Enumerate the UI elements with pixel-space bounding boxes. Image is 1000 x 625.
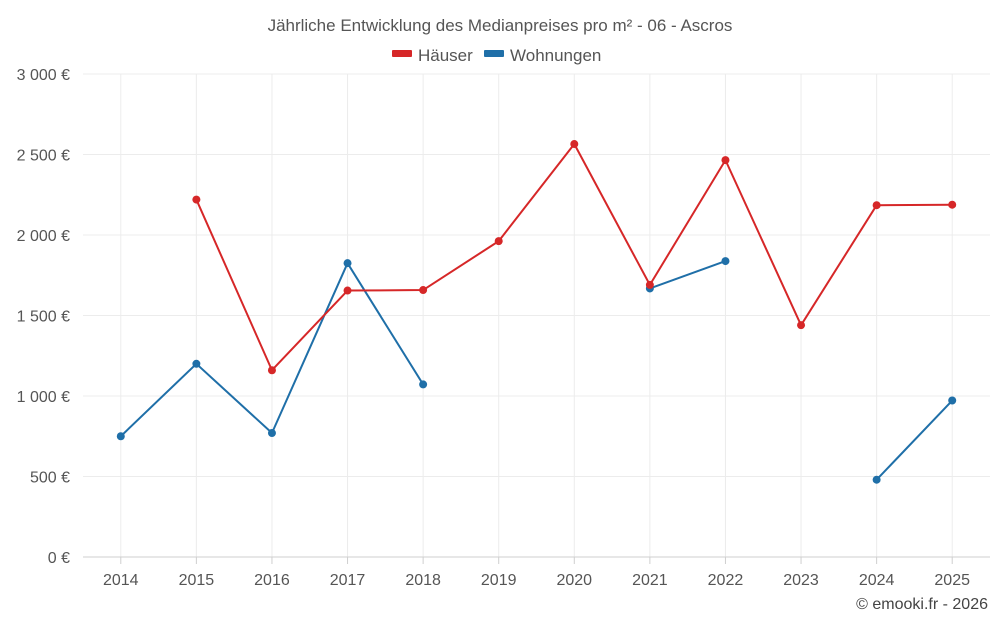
- legend-swatch-wohnungen: [484, 50, 504, 57]
- series-line: [649, 260, 726, 290]
- data-point[interactable]: [343, 259, 352, 268]
- data-point[interactable]: [645, 280, 654, 289]
- legend: Häuser Wohnungen: [392, 46, 601, 65]
- legend-label-haeuser: Häuser: [418, 46, 473, 65]
- data-point[interactable]: [721, 156, 730, 165]
- x-tick-label: 2025: [934, 572, 970, 589]
- grid: [83, 73, 990, 557]
- y-tick-label: 2 000 €: [17, 228, 70, 245]
- y-tick-label: 2 500 €: [17, 148, 70, 165]
- x-tick-label: 2019: [481, 572, 517, 589]
- y-axis: 0 € 500 € 1 000 € 1 500 € 2 000 € 2 500 € 3 00…: [17, 67, 70, 567]
- x-tick-label: 2021: [632, 572, 668, 589]
- data-point[interactable]: [343, 286, 352, 295]
- data-point[interactable]: [192, 195, 201, 204]
- x-axis: 2014 2015 2016 2017 2018 2019 2020 2021 2022 2023…: [83, 556, 990, 589]
- series-wohnungen: [116, 257, 957, 484]
- y-tick-label: 3 000 €: [17, 67, 70, 84]
- x-tick-label: 2015: [179, 572, 215, 589]
- legend-swatch-haeuser: [392, 50, 412, 57]
- x-tick-label: 2016: [254, 572, 290, 589]
- y-tick-label: 1 500 €: [17, 309, 70, 326]
- data-point[interactable]: [267, 429, 276, 438]
- x-tick-label: 2024: [859, 572, 895, 589]
- x-tick-label: 2017: [330, 572, 366, 589]
- legend-label-wohnungen: Wohnungen: [510, 46, 601, 65]
- credit: © emooki.fr - 2026: [856, 596, 988, 613]
- data-point[interactable]: [419, 380, 428, 389]
- series-haeuser: [192, 140, 957, 375]
- data-point[interactable]: [570, 140, 579, 149]
- legend-item-wohnungen[interactable]: Wohnungen: [484, 46, 601, 65]
- x-tick-label: 2014: [103, 572, 139, 589]
- data-point[interactable]: [872, 475, 881, 484]
- y-tick-label: 0 €: [48, 550, 70, 567]
- x-tick-label: 2018: [405, 572, 441, 589]
- series: [116, 140, 957, 484]
- legend-item-haeuser[interactable]: Häuser: [392, 46, 473, 65]
- data-point[interactable]: [267, 366, 276, 375]
- x-tick-label: 2020: [556, 572, 592, 589]
- x-tick-label: 2023: [783, 572, 819, 589]
- data-point[interactable]: [948, 396, 957, 405]
- data-point[interactable]: [797, 321, 806, 330]
- data-point[interactable]: [872, 201, 881, 210]
- y-tick-label: 1 000 €: [17, 389, 70, 406]
- series-line: [875, 399, 953, 481]
- chart-title: Jährliche Entwicklung des Medianpreises …: [268, 16, 733, 35]
- x-tick-label: 2022: [708, 572, 744, 589]
- data-point[interactable]: [948, 200, 957, 209]
- y-tick-label: 500 €: [30, 470, 70, 487]
- data-point[interactable]: [419, 286, 428, 295]
- data-point[interactable]: [192, 359, 201, 368]
- data-point[interactable]: [494, 237, 503, 246]
- data-point[interactable]: [721, 257, 730, 266]
- data-point[interactable]: [116, 432, 125, 441]
